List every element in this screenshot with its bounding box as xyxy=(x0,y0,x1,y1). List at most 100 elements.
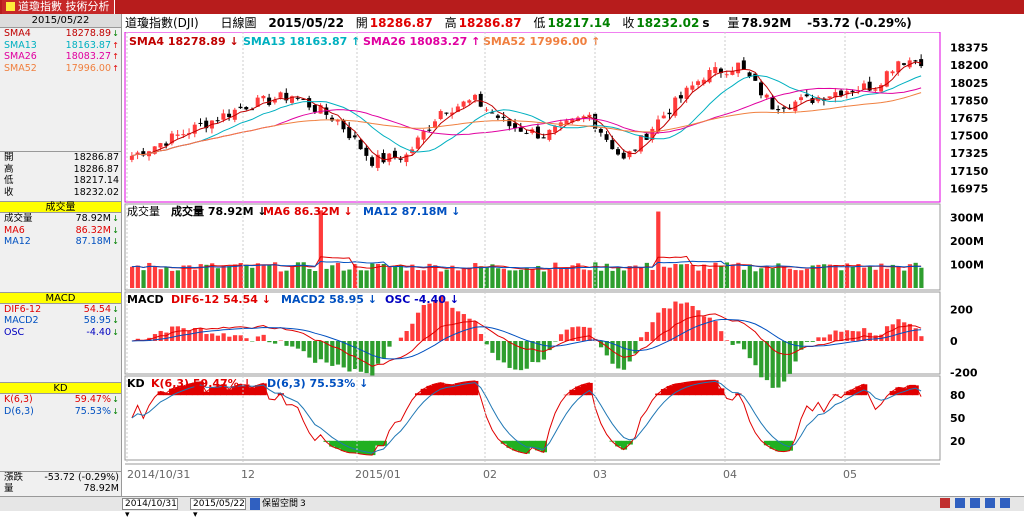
x-axis-label: 02 xyxy=(483,468,497,481)
volume-bar xyxy=(610,271,614,288)
candle-body xyxy=(216,120,220,121)
vol-tick-label: 100M xyxy=(950,258,984,271)
osc-bar xyxy=(399,338,403,341)
osc-bar xyxy=(456,311,460,341)
volume-bar xyxy=(330,265,334,288)
kd-panel-title: KD xyxy=(127,377,145,390)
scroll-left-icon[interactable] xyxy=(955,498,965,508)
ohlc-label: 收 xyxy=(4,187,14,198)
kd-value: 59.47% xyxy=(75,394,111,406)
from-date-picker[interactable]: 2014/10/31 ▾ xyxy=(122,498,178,510)
volume-bar xyxy=(874,270,878,288)
osc-bar xyxy=(588,328,592,341)
candle-body xyxy=(427,130,431,131)
osc-bar xyxy=(307,341,311,358)
volume-bar xyxy=(176,270,180,288)
kd-label: D(6,3) xyxy=(4,406,34,417)
ohlc-value: 18217.14 xyxy=(74,175,119,187)
volume-bar xyxy=(347,270,351,288)
candle-body xyxy=(547,130,551,140)
arrow-down-icon: ↓ xyxy=(112,28,119,40)
vol-value: 86.32M xyxy=(76,225,111,237)
kd-oversold-fill xyxy=(329,441,335,447)
vol-label: 成交量 xyxy=(4,213,33,224)
kd-overbought-fill xyxy=(444,384,450,395)
x-axis-label: 12 xyxy=(241,468,255,481)
vol-ma12-header: MA12 87.18M ↓ xyxy=(363,205,460,218)
candle-body xyxy=(502,117,506,118)
osc-bar xyxy=(267,341,271,342)
price-tick-label: 17150 xyxy=(950,165,989,178)
volume-bar xyxy=(673,264,677,288)
change-row: 漲跌-53.72 (-0.29%) xyxy=(0,471,121,483)
candle-body xyxy=(616,149,620,154)
volume-bar xyxy=(319,210,323,288)
volume-bar xyxy=(256,263,260,288)
candle-body xyxy=(725,74,729,75)
volume-bar xyxy=(456,270,460,288)
volume-bar xyxy=(324,269,328,288)
osc-bar xyxy=(330,341,334,366)
window-title-tab[interactable]: 道瓊指數 技術分析 xyxy=(2,0,115,14)
sidebar-spacer xyxy=(0,74,121,151)
osc-bar xyxy=(164,333,168,341)
volume-bar xyxy=(502,269,506,288)
volume-bar xyxy=(130,267,134,288)
arrow-down-icon: ↓ xyxy=(112,213,119,225)
macd-section-header: MACD xyxy=(0,292,121,304)
macd-label: DIF6-12 xyxy=(4,304,41,315)
osc-bar xyxy=(713,321,717,341)
vol-value: 87.18M xyxy=(76,236,111,248)
candle-body xyxy=(261,96,265,98)
volume-bar xyxy=(313,271,317,288)
candle-body xyxy=(496,116,500,118)
macd2-header: MACD2 58.95 ↓ xyxy=(281,293,377,306)
volume-label: 量 xyxy=(4,483,14,494)
volume-bar xyxy=(467,267,471,288)
osc-bar xyxy=(736,341,740,344)
volume-bar xyxy=(811,265,815,288)
to-date-picker[interactable]: 2015/05/22 ▾ xyxy=(190,498,246,510)
zoom-in-icon[interactable] xyxy=(985,498,995,508)
keep-space-value[interactable]: 3 xyxy=(300,497,306,511)
volume-bar xyxy=(891,265,895,288)
osc-bar xyxy=(742,341,746,349)
volume-bar xyxy=(519,270,523,288)
zoom-out-icon[interactable] xyxy=(1000,498,1010,508)
volume-bar xyxy=(633,265,637,288)
osc-bar xyxy=(622,341,626,370)
quote-date: 2015/05/22 xyxy=(268,16,344,30)
osc-bar xyxy=(376,341,380,364)
candle-body xyxy=(770,97,774,109)
volume-bar xyxy=(433,265,437,288)
calendar-icon[interactable] xyxy=(250,498,260,510)
candle-body xyxy=(605,134,609,140)
kd-tick-label: 50 xyxy=(950,412,966,425)
volume-bar xyxy=(782,266,786,288)
osc-bar xyxy=(685,303,689,341)
candle-body xyxy=(221,113,225,119)
osc-bar xyxy=(490,341,494,353)
volume-bar xyxy=(141,270,145,288)
osc-bar xyxy=(416,313,420,341)
zoom-icon[interactable] xyxy=(940,498,950,508)
osc-bar xyxy=(302,341,306,351)
osc-bar xyxy=(776,341,780,388)
osc-bar xyxy=(290,341,294,347)
volume-bar xyxy=(153,267,157,288)
macd-value: 54.54 xyxy=(84,304,111,316)
arrow-down-icon: ↓ xyxy=(112,304,119,316)
price-tick-label: 18025 xyxy=(950,77,988,90)
candle-body xyxy=(805,94,809,96)
scroll-right-icon[interactable] xyxy=(970,498,980,508)
sma-label: SMA26 xyxy=(4,51,37,62)
osc-bar xyxy=(559,334,563,341)
chart-canvas[interactable]: 1837518200180251785017675175001732517150… xyxy=(123,32,1024,496)
candle-body xyxy=(525,133,529,134)
